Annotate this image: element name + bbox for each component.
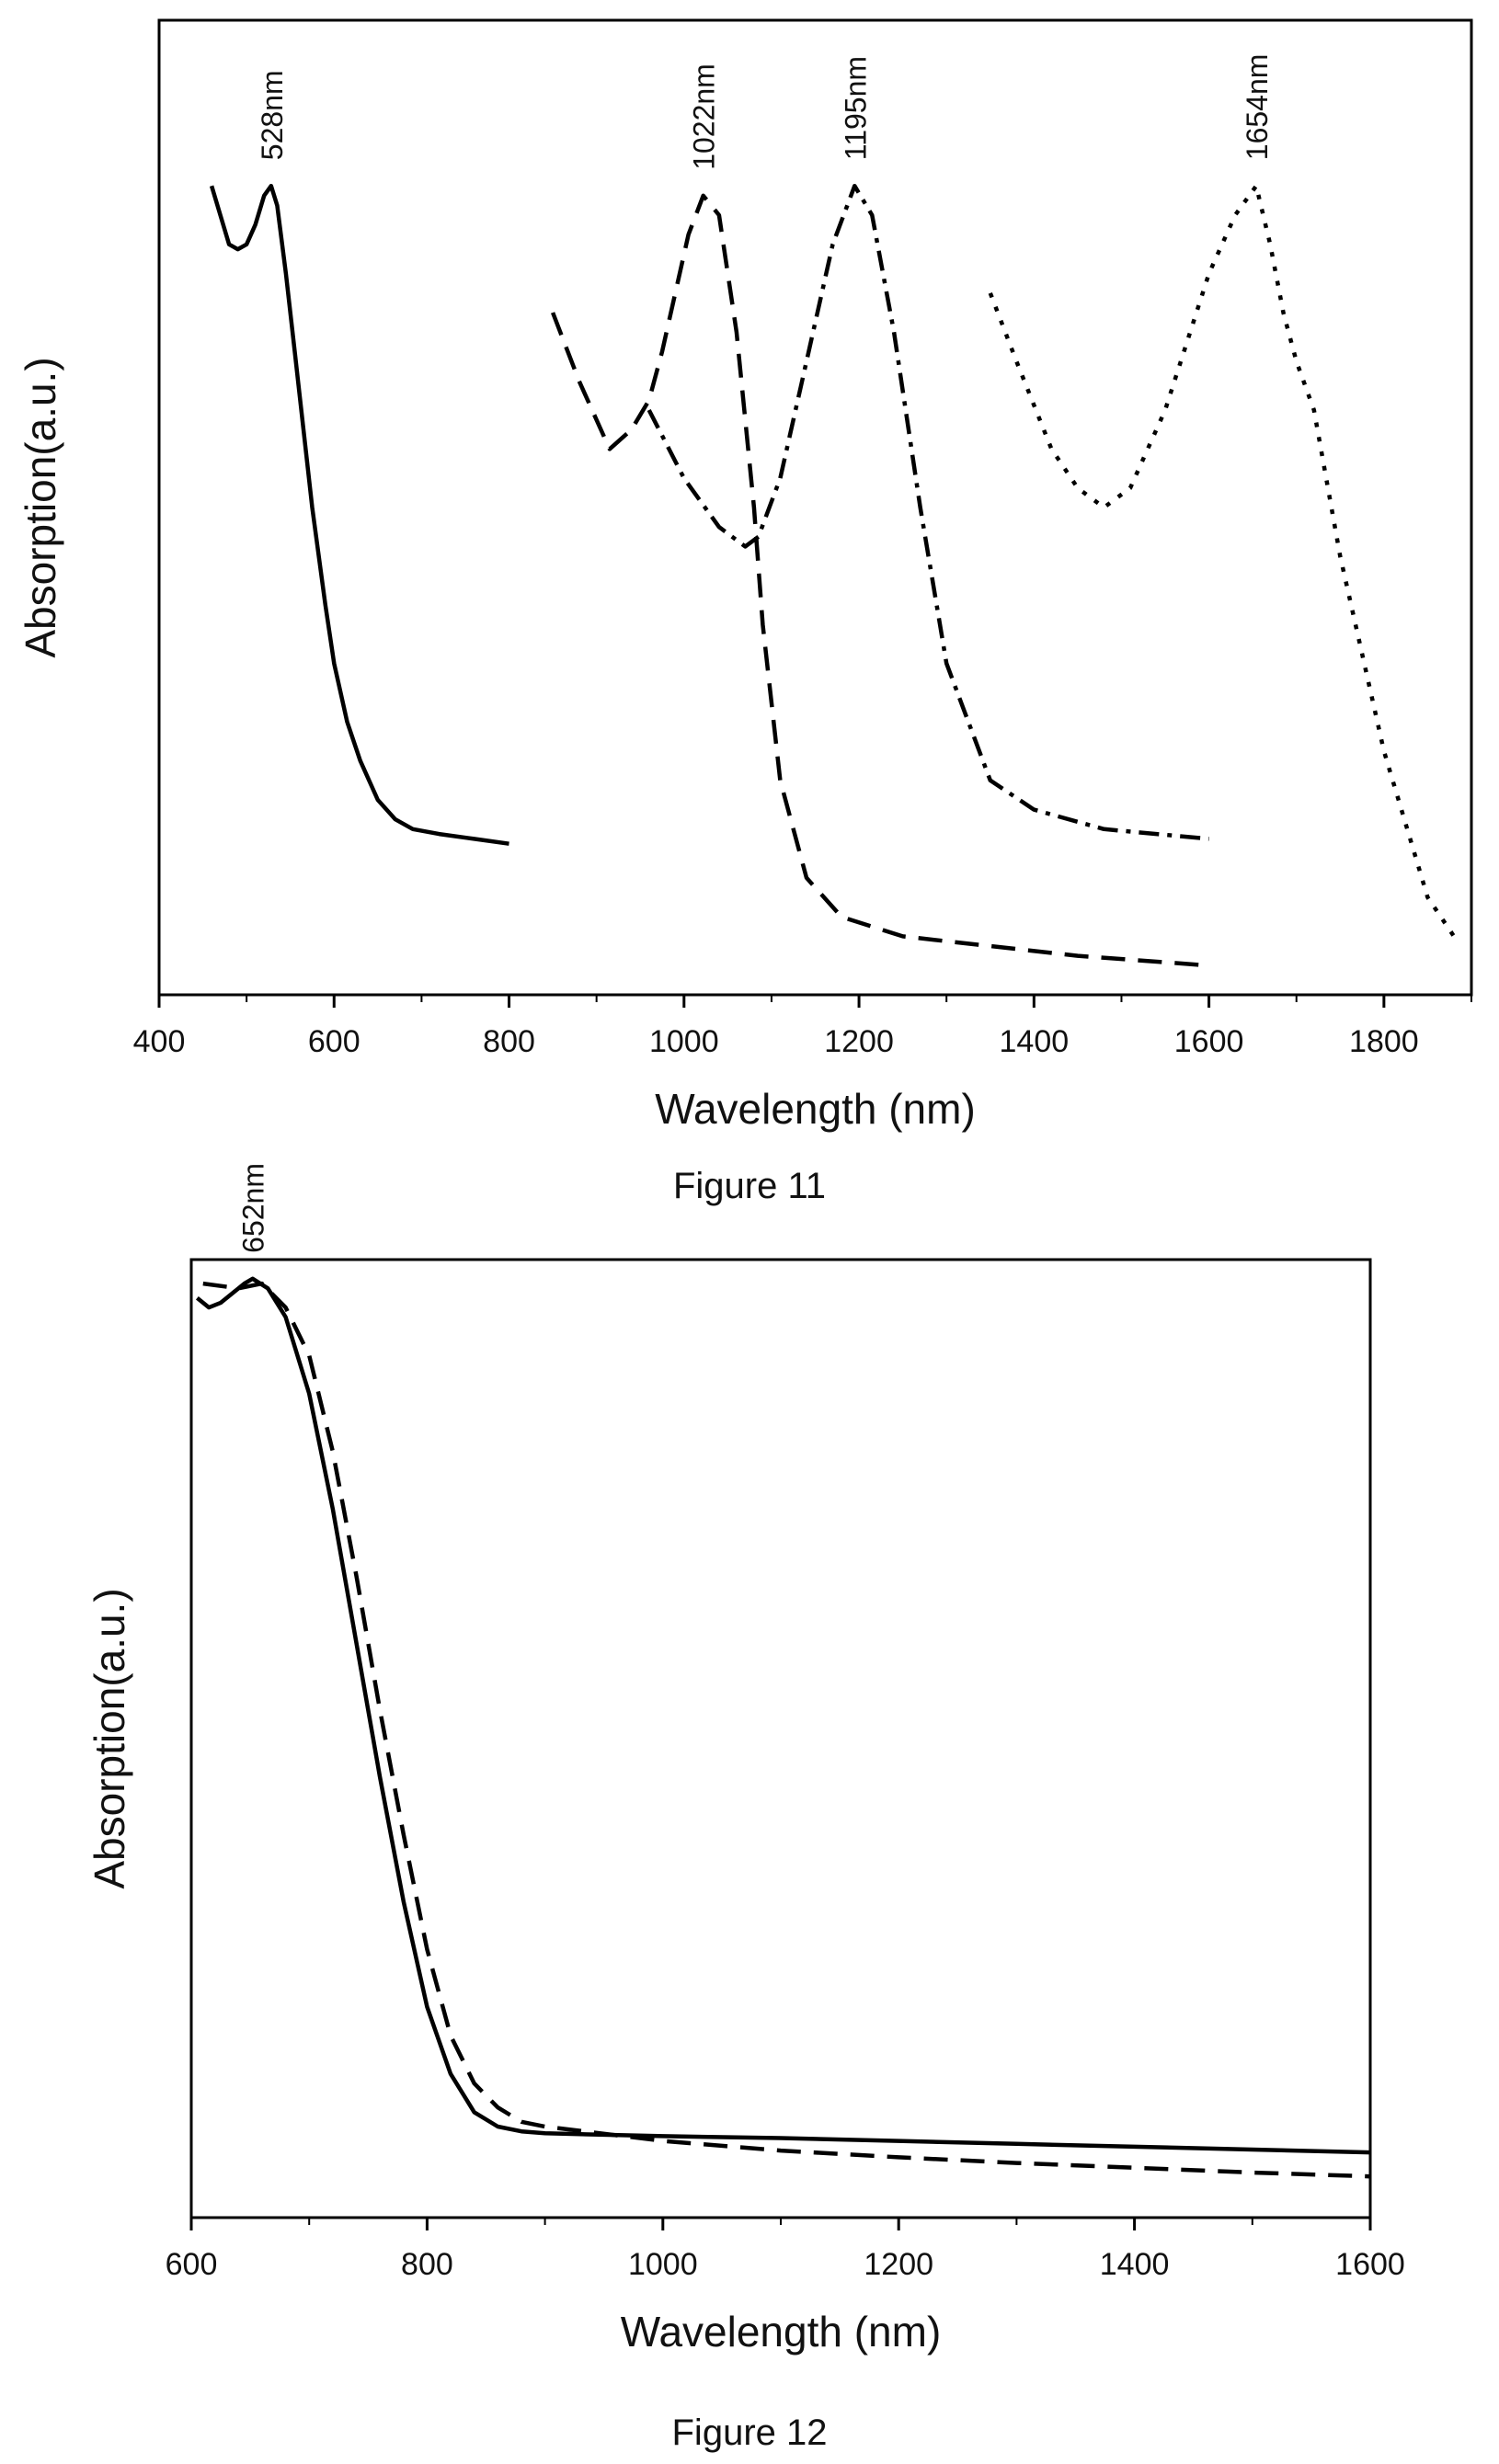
peak-label: 1654nm xyxy=(1241,54,1274,161)
y-axis-label: Absorption(a.u.) xyxy=(86,1588,133,1888)
peak-label: 528nm xyxy=(256,70,289,160)
plot-frame xyxy=(157,18,1473,997)
series-dotted-line xyxy=(988,183,1456,938)
figure-11-caption: Figure 11 xyxy=(672,1166,826,1206)
figure-12-caption: Figure 12 xyxy=(671,2413,828,2453)
x-tick-label: 1400 xyxy=(1100,2247,1170,2282)
x-tick-label: 600 xyxy=(166,2247,218,2282)
series-dash-dot-line xyxy=(647,183,1209,841)
x-tick-label: 1600 xyxy=(1335,2247,1405,2282)
figure-12-chart: 600 800 1000 1200 1400 1600 Wavelength (nm) Abs… xyxy=(86,1163,1405,2356)
peak-label: 652nm xyxy=(237,1163,270,1253)
y-axis-label: Absorption(a.u.) xyxy=(17,357,64,657)
x-tick-label: 1200 xyxy=(864,2247,933,2282)
x-axis-label: Wavelength (nm) xyxy=(621,2308,942,2356)
series-solid-line xyxy=(195,1276,1371,2155)
peak-label: 1022nm xyxy=(688,63,721,170)
x-tick-label: 1200 xyxy=(824,1024,894,1059)
x-tick-label: 1000 xyxy=(649,1024,719,1059)
peak-label: 1195nm xyxy=(839,56,872,160)
plot-frame xyxy=(189,1258,1372,2219)
series-dashed-line xyxy=(550,193,1209,968)
x-axis-label: Wavelength (nm) xyxy=(655,1085,976,1133)
figure-11-chart: 400 600 800 1000 1200 1400 1600 1800 Wavelength … xyxy=(17,18,1473,1133)
x-tick-label: 400 xyxy=(133,1024,186,1059)
x-tick-label: 1600 xyxy=(1174,1024,1244,1059)
x-tick-label: 800 xyxy=(483,1024,535,1059)
series-solid-line xyxy=(209,183,509,846)
x-tick-label: 1000 xyxy=(628,2247,698,2282)
x-tick-label: 800 xyxy=(401,2247,453,2282)
figure-12: 600 800 1000 1200 1400 1600 Wavelength (nm) Abs… xyxy=(0,1163,1499,2464)
x-tick-label: 1800 xyxy=(1349,1024,1419,1059)
x-tick-label: 1400 xyxy=(1000,1024,1070,1059)
series-dashed-line xyxy=(202,1281,1371,2179)
figure-11: 400 600 800 1000 1200 1400 1600 1800 Wavelength … xyxy=(17,18,1473,1206)
x-tick-label: 600 xyxy=(308,1024,360,1059)
